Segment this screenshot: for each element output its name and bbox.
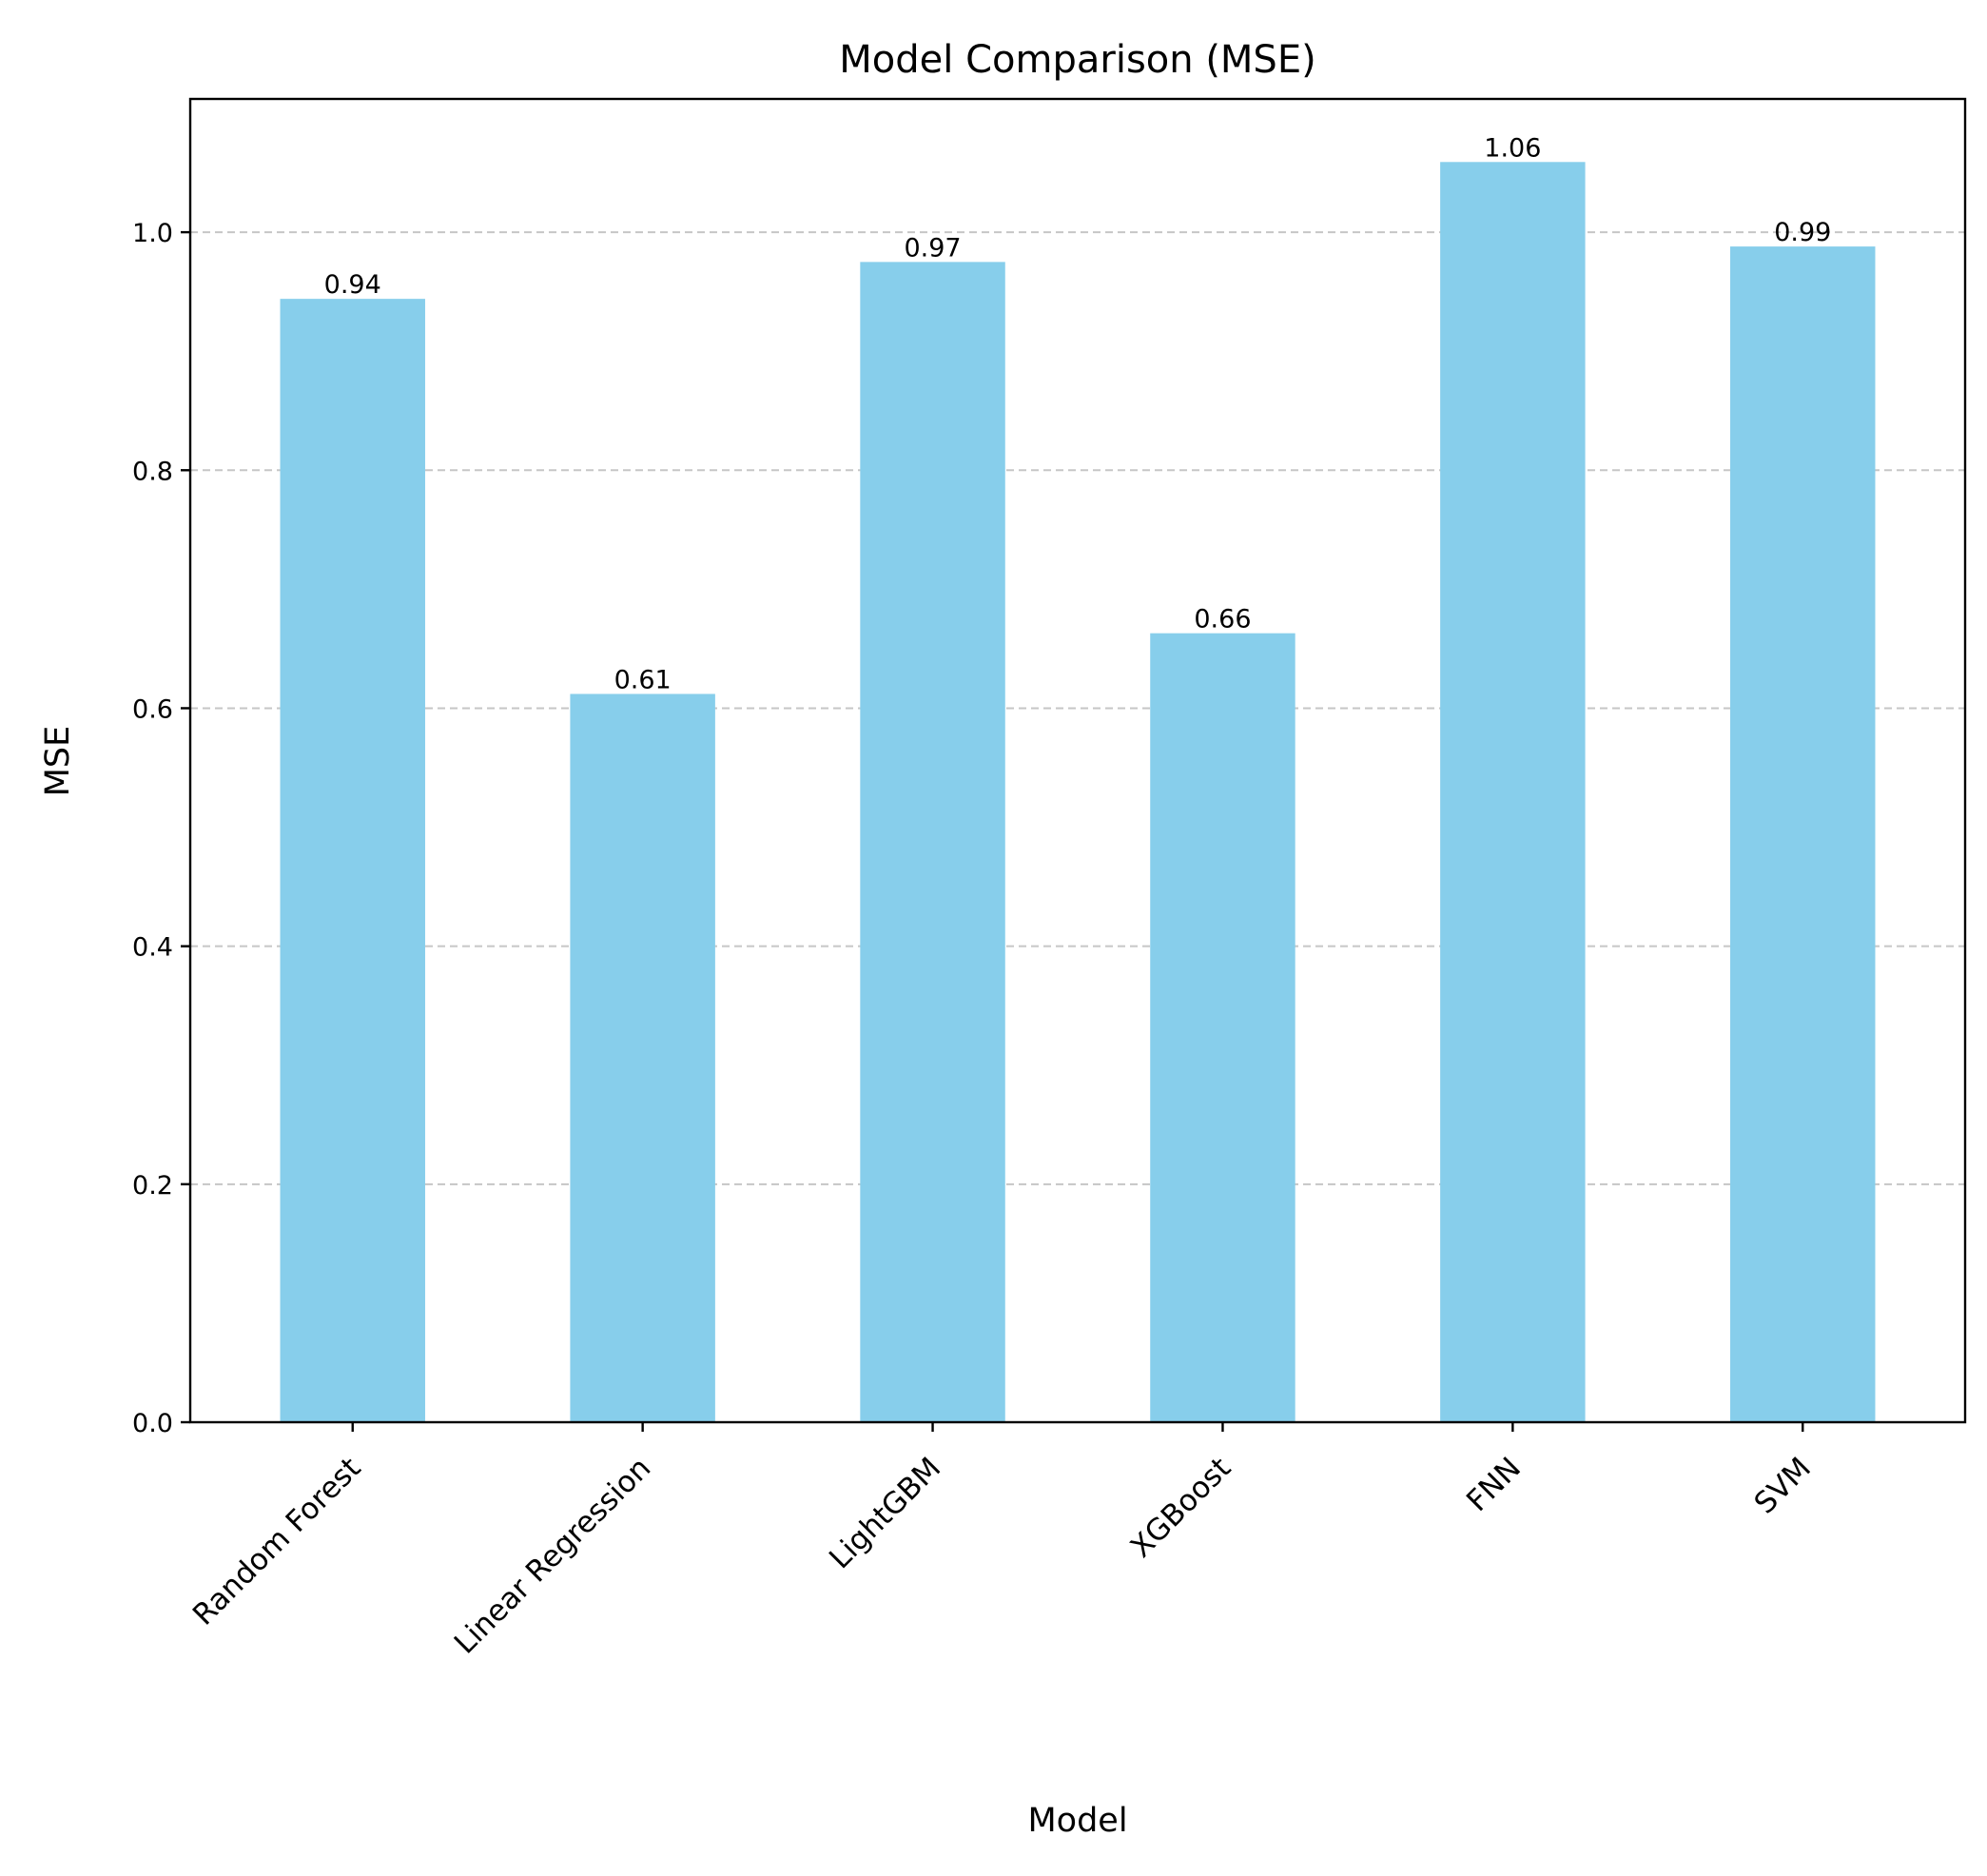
plot-frame xyxy=(188,97,1967,1424)
x-tick-label: SVM xyxy=(1748,1451,1818,1520)
y-tick-label: 0.2 xyxy=(132,1171,173,1201)
y-tick-label: 0.4 xyxy=(132,933,173,963)
y-tick-label: 0.8 xyxy=(132,457,173,486)
grid-lines xyxy=(190,231,1965,1185)
y-tick-label: 0.0 xyxy=(132,1409,173,1438)
x-axis-label: Model xyxy=(1027,1802,1127,1840)
bar xyxy=(1730,246,1876,1422)
x-tick-label: XGBoost xyxy=(1124,1451,1237,1564)
data-label: 0.97 xyxy=(904,233,961,263)
data-label: 1.06 xyxy=(1484,133,1541,163)
data-label: 0.66 xyxy=(1194,605,1251,635)
x-tick-label: Random Forest xyxy=(186,1451,367,1632)
data-label: 0.61 xyxy=(614,665,672,694)
y-axis-label: MSE xyxy=(39,726,77,797)
bar xyxy=(570,694,715,1422)
bar xyxy=(860,262,1005,1423)
bar xyxy=(280,299,425,1422)
x-tick-label: LightGBM xyxy=(823,1451,947,1575)
data-labels: 0.94 0.61 0.97 0.66 1.06 0.99 xyxy=(324,133,1832,694)
bars xyxy=(280,162,1876,1423)
y-tick-label: 1.0 xyxy=(132,219,173,248)
y-tick-label: 0.6 xyxy=(132,694,173,724)
bar xyxy=(1440,162,1586,1423)
data-label: 0.94 xyxy=(324,270,381,300)
chart-title: Model Comparison (MSE) xyxy=(839,38,1315,82)
x-tick-label: FNN xyxy=(1460,1451,1528,1518)
bar xyxy=(1150,633,1295,1422)
data-label: 0.99 xyxy=(1774,218,1831,247)
y-axis-ticks: 0.0 0.2 0.4 0.6 0.8 1.0 xyxy=(132,219,190,1438)
x-axis-ticks: Random Forest Linear Regression LightGBM XG… xyxy=(186,1422,1818,1661)
x-tick-label: Linear Regression xyxy=(448,1451,657,1660)
